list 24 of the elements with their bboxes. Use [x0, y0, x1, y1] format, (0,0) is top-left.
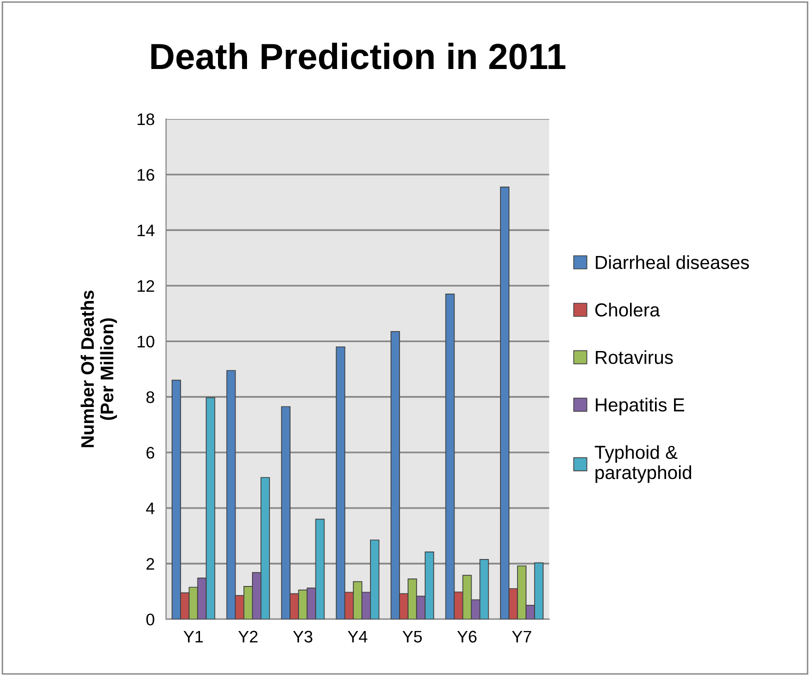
chart-title: Death Prediction in 2011	[151, 42, 566, 70]
legend-label: Rotavirus	[596, 350, 673, 364]
y-axis-title: Number Of Deaths (Per Million)	[80, 290, 117, 448]
x-tick-label: Y3	[293, 630, 312, 643]
y-tick-label: 14	[138, 224, 154, 236]
x-tick-label: Y1	[184, 630, 203, 642]
y-tick-label: 8	[146, 391, 154, 404]
x-tick-label: Y5	[402, 630, 422, 643]
y-tick-label: 4	[146, 502, 154, 514]
legend-label: Cholera	[595, 302, 660, 317]
y-tick-label: 0	[146, 614, 154, 626]
x-tick-label: Y4	[348, 630, 368, 642]
legend-label: Typhoid & paratyphoid	[594, 445, 692, 483]
y-tick-label: 6	[146, 446, 154, 459]
legend-label: Hepatitis E	[596, 398, 684, 416]
y-tick-label: 10	[138, 336, 154, 348]
y-tick-label: 18	[138, 113, 154, 126]
y-tick-label: 16	[138, 168, 154, 181]
x-tick-label: Y6	[457, 630, 477, 643]
x-tick-label: Y7	[512, 630, 532, 642]
legend-label: Diarrheal diseases	[596, 255, 749, 270]
y-tick-label: 2	[146, 558, 154, 570]
x-tick-label: Y2	[238, 630, 258, 642]
y-tick-label: 12	[138, 280, 154, 292]
